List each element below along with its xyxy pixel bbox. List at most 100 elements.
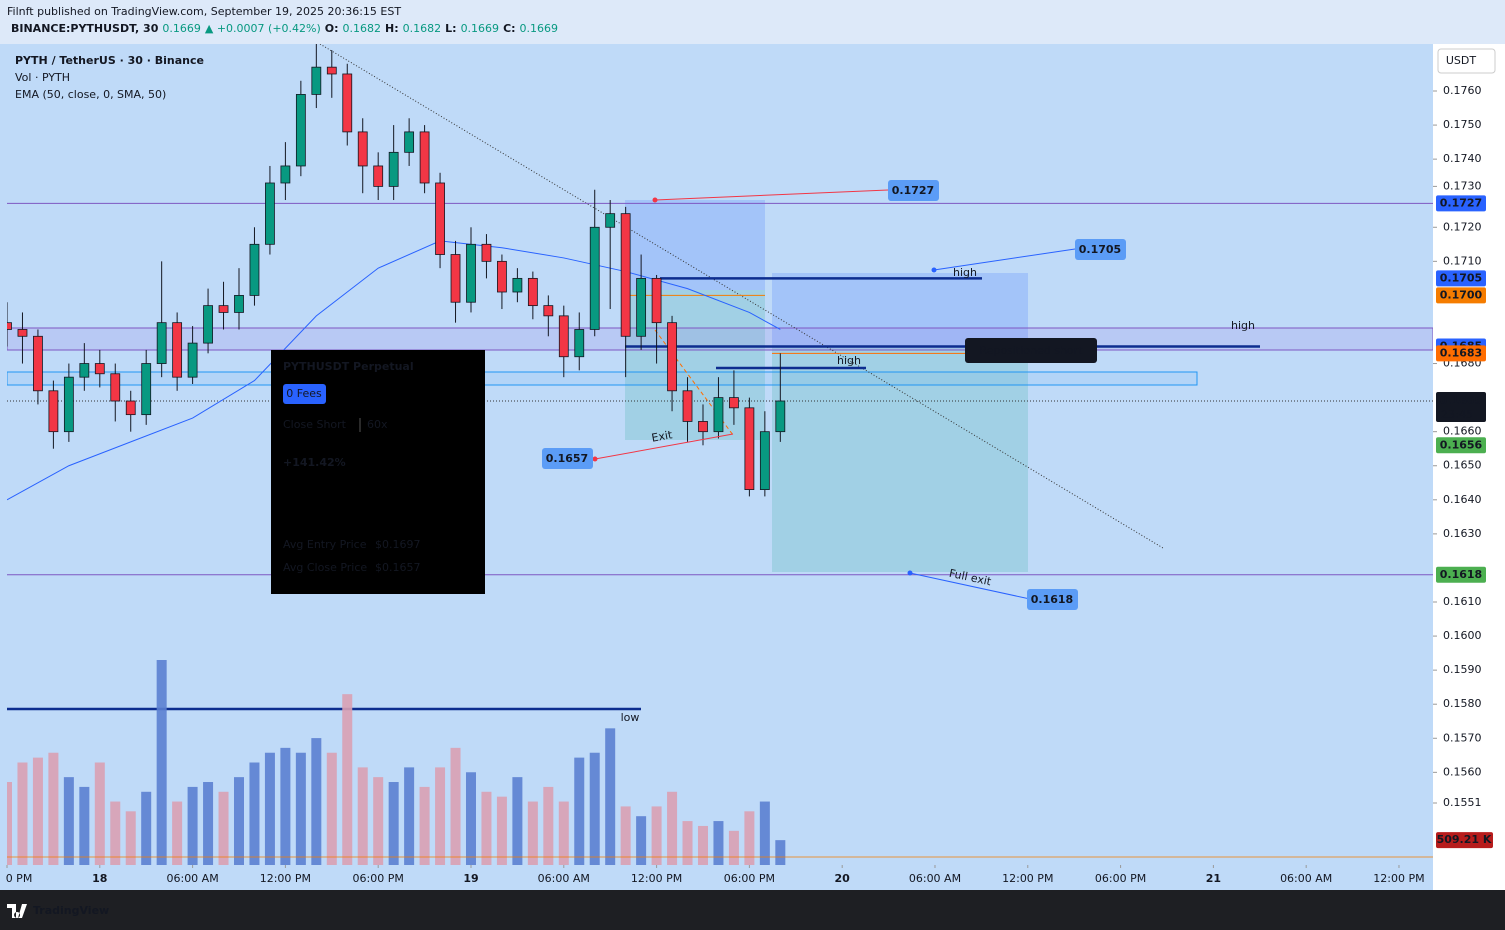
candle-body <box>326 66 337 75</box>
header-part: ▲ +0.0007 (+0.42%) <box>205 22 321 35</box>
x-tick-label: 21 <box>1206 872 1221 885</box>
currency-button[interactable] <box>1437 48 1496 74</box>
y-tick-label: 0.1760 <box>1443 84 1482 97</box>
header-part: 0.1669 <box>162 22 201 35</box>
candle-body <box>94 363 105 375</box>
volume-bar <box>775 840 786 865</box>
y-tick-label: 0.1551 <box>1443 796 1482 809</box>
candle-body <box>775 400 786 433</box>
chart-title: PYTH / TetherUS · 30 · Binance <box>15 54 204 67</box>
leverage: 60x <box>367 418 388 431</box>
volume-bar <box>636 816 647 865</box>
candle-body <box>744 407 755 490</box>
high-label: high <box>837 354 861 367</box>
candle-body <box>172 322 183 378</box>
y-tick-label: 0.1710 <box>1443 254 1482 267</box>
x-tick-label: 0 PM <box>6 872 33 885</box>
candle-body <box>729 397 739 409</box>
row-value: $0.1657 <box>375 561 421 574</box>
row-label: Avg Entry Price <box>283 538 367 551</box>
indicator-label: Vol · PYTH <box>15 71 70 84</box>
position-box <box>625 200 765 290</box>
volume-bar <box>558 801 569 865</box>
y-tick-label: 0.1560 <box>1443 765 1482 778</box>
candle-body <box>589 226 600 330</box>
candle-body <box>7 322 12 330</box>
volume-bar <box>682 821 693 865</box>
y-tick-label: 0.1630 <box>1443 527 1482 540</box>
callout-label: 0.1727 <box>892 184 934 197</box>
volume-bar <box>667 791 678 865</box>
volume-bar <box>589 752 600 865</box>
volume-bar <box>125 811 136 865</box>
volume-bar <box>496 796 507 865</box>
position-box <box>625 290 765 440</box>
volume-bar <box>7 782 12 865</box>
volume-bar <box>357 767 368 865</box>
candle-body <box>234 295 244 313</box>
candle-body <box>651 277 662 324</box>
price-label: 0.1656 <box>1440 438 1483 451</box>
y-tick-label: 0.1660 <box>1443 425 1482 438</box>
candle-body <box>48 390 59 433</box>
candle-body <box>450 254 461 303</box>
brand: TradingView <box>33 904 109 917</box>
ema-line <box>7 240 781 501</box>
header-part: 0.1669 <box>461 22 500 35</box>
candle-body <box>218 305 229 313</box>
candle-body <box>388 151 399 187</box>
position-box <box>772 273 1028 348</box>
volume-bar <box>373 777 384 865</box>
header-part: O: <box>325 22 339 35</box>
x-tick-label: 20 <box>835 872 851 885</box>
callout-box <box>1075 239 1126 260</box>
y-tick-label: 0.1650 <box>1443 459 1482 472</box>
volume-bar <box>651 806 662 865</box>
candle-body <box>667 322 677 392</box>
price-label-bg <box>1436 437 1486 454</box>
indicator-label: EMA (50, close, 0, SMA, 50) <box>15 88 166 101</box>
volume-bar <box>326 752 337 865</box>
candle-body <box>63 376 74 433</box>
y-tick-label: 0.1730 <box>1443 179 1482 192</box>
price-label-bg <box>1436 287 1486 304</box>
candle-body <box>512 277 523 293</box>
x-tick-label: 06:00 PM <box>724 872 775 885</box>
callout-label: 0.1618 <box>1031 593 1073 606</box>
volume-bar <box>713 821 724 865</box>
candle-body <box>295 94 306 167</box>
x-tick-label: 06:00 AM <box>909 872 961 885</box>
callout-dot <box>907 570 913 576</box>
volume-bar <box>543 786 554 865</box>
candle-body <box>249 243 260 296</box>
price-label-bg <box>1436 195 1486 212</box>
row-value: $0.1697 <box>375 538 421 551</box>
header-part: C: <box>503 22 515 35</box>
plot-area: 0.1727 0.1705 0.1657 0.1618 Repositioned sho… <box>7 44 1433 865</box>
candle-body <box>527 277 538 307</box>
y-tick-label: 0.1610 <box>1443 595 1482 608</box>
low-label: low <box>621 711 640 724</box>
footer-bg <box>0 890 1505 930</box>
volume-bar <box>481 791 492 865</box>
header-bg <box>0 0 1505 44</box>
volume-bar <box>233 777 244 865</box>
volume-bar <box>172 801 183 865</box>
volume-bar <box>574 757 585 865</box>
candle-body <box>404 131 415 153</box>
candle-body <box>125 400 136 416</box>
candle-body <box>636 277 647 337</box>
candle-body <box>141 363 152 416</box>
callout-dot <box>931 267 937 273</box>
volume-bar <box>141 791 152 865</box>
y-tick-label: 0.1720 <box>1443 220 1482 233</box>
price-label: 0.1618 <box>1440 568 1482 581</box>
volume-bar <box>419 786 430 865</box>
y-tick-label: 0.1600 <box>1443 629 1482 642</box>
candle-body <box>682 390 693 422</box>
volume-bar <box>342 694 353 865</box>
candle-body <box>33 335 43 392</box>
candle-body <box>759 431 770 490</box>
symbol-line: BINANCE:PYTHUSDT, 30 0.1669 ▲ +0.0007 (+0.… <box>11 22 558 35</box>
